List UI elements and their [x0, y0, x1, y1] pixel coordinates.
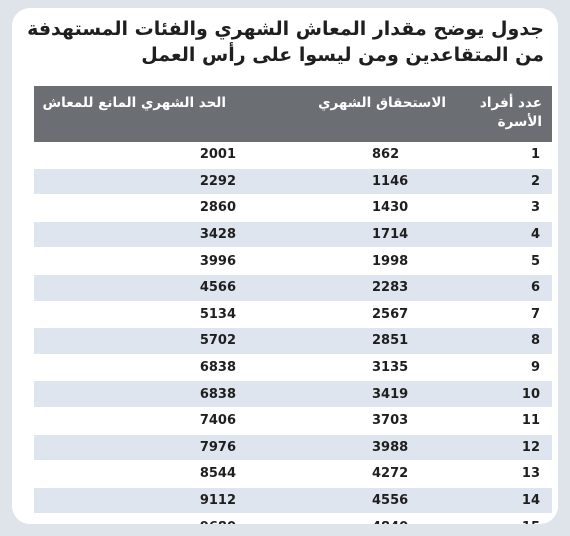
table-card: جدول يوضح مقدار المعاش الشهري والفئات ال… [12, 8, 558, 524]
cell-family-members: 14 [456, 487, 552, 515]
table-row: 10 3419 6838 [34, 380, 552, 408]
cell-monthly-entitlement: 2283 [236, 274, 456, 302]
cell-family-members: 1 [456, 142, 552, 169]
table-row: 3 1430 2860 [34, 194, 552, 222]
cell-monthly-entitlement: 3988 [236, 434, 456, 462]
cell-monthly-entitlement: 4840 [236, 513, 456, 524]
cell-family-members: 10 [456, 380, 552, 408]
table-row: 1 862 2001 [34, 142, 552, 169]
pension-table: عدد أفراد الأسرة الاستحقاق الشهري الحد ا… [34, 86, 552, 524]
table-body: 1 862 2001 2 1146 2292 3 1430 2860 4 1714 3428 5 1998… [34, 142, 552, 524]
cell-family-members: 7 [456, 301, 552, 329]
table-row: 4 1714 3428 [34, 221, 552, 249]
cell-monthly-entitlement: 1146 [236, 168, 456, 196]
cell-monthly-entitlement: 3703 [236, 407, 456, 435]
cell-family-members: 6 [456, 274, 552, 302]
cell-monthly-entitlement: 3135 [236, 354, 456, 382]
table-row: 13 4272 8544 [34, 460, 552, 488]
cell-family-members: 4 [456, 221, 552, 249]
table-header: عدد أفراد الأسرة الاستحقاق الشهري الحد ا… [34, 86, 552, 142]
header-row: عدد أفراد الأسرة الاستحقاق الشهري الحد ا… [34, 86, 552, 142]
cell-monthly-entitlement: 4272 [236, 460, 456, 488]
cell-monthly-entitlement: 1714 [236, 221, 456, 249]
cell-monthly-entitlement: 2851 [236, 327, 456, 355]
cell-monthly-limit: 3428 [34, 221, 236, 249]
table-row: 5 1998 3996 [34, 247, 552, 275]
table-title: جدول يوضح مقدار المعاش الشهري والفئات ال… [27, 18, 544, 66]
cell-monthly-limit: 4566 [34, 274, 236, 302]
table-row: 6 2283 4566 [34, 274, 552, 302]
table-row: 11 3703 7406 [34, 407, 552, 435]
cell-family-members: 3 [456, 194, 552, 222]
cell-monthly-limit: 6838 [34, 380, 236, 408]
cell-monthly-limit: 7976 [34, 434, 236, 462]
cell-family-members: 8 [456, 327, 552, 355]
cell-monthly-entitlement: 2567 [236, 301, 456, 329]
cell-monthly-limit: 5134 [34, 301, 236, 329]
cell-monthly-limit: 2001 [34, 142, 236, 169]
cell-monthly-limit: 8544 [34, 460, 236, 488]
cell-family-members: 5 [456, 247, 552, 275]
table-row: 7 2567 5134 [34, 301, 552, 329]
table-row: 2 1146 2292 [34, 168, 552, 196]
table-row: 14 4556 9112 [34, 487, 552, 515]
cell-monthly-limit: 3996 [34, 247, 236, 275]
header-family-members: عدد أفراد الأسرة [456, 86, 552, 142]
cell-family-members: 12 [456, 434, 552, 462]
cell-monthly-limit: 5702 [34, 327, 236, 355]
cell-monthly-entitlement: 3419 [236, 380, 456, 408]
cell-monthly-limit: 2860 [34, 194, 236, 222]
table-row: 9 3135 6838 [34, 354, 552, 382]
cell-family-members: 9 [456, 354, 552, 382]
cell-monthly-entitlement: 1998 [236, 247, 456, 275]
cell-monthly-entitlement: 1430 [236, 194, 456, 222]
cell-family-members: 11 [456, 407, 552, 435]
header-monthly-limit: الحد الشهري المانع للمعاش [34, 86, 236, 142]
cell-monthly-limit: 9112 [34, 487, 236, 515]
table-row: 1548409680 [34, 513, 552, 524]
cell-family-members: 13 [456, 460, 552, 488]
cell-monthly-limit: 7406 [34, 407, 236, 435]
cell-monthly-entitlement: 862 [236, 142, 456, 169]
cell-monthly-limit: 6838 [34, 354, 236, 382]
cell-monthly-entitlement: 4556 [236, 487, 456, 515]
table-row: 12 3988 7976 [34, 434, 552, 462]
table-row: 8 2851 5702 [34, 327, 552, 355]
cell-family-members: 15 [456, 513, 552, 524]
cell-monthly-limit: 9680 [34, 513, 236, 524]
cell-monthly-limit: 2292 [34, 168, 236, 196]
cell-family-members: 2 [456, 168, 552, 196]
header-monthly-entitlement: الاستحقاق الشهري [236, 86, 456, 142]
